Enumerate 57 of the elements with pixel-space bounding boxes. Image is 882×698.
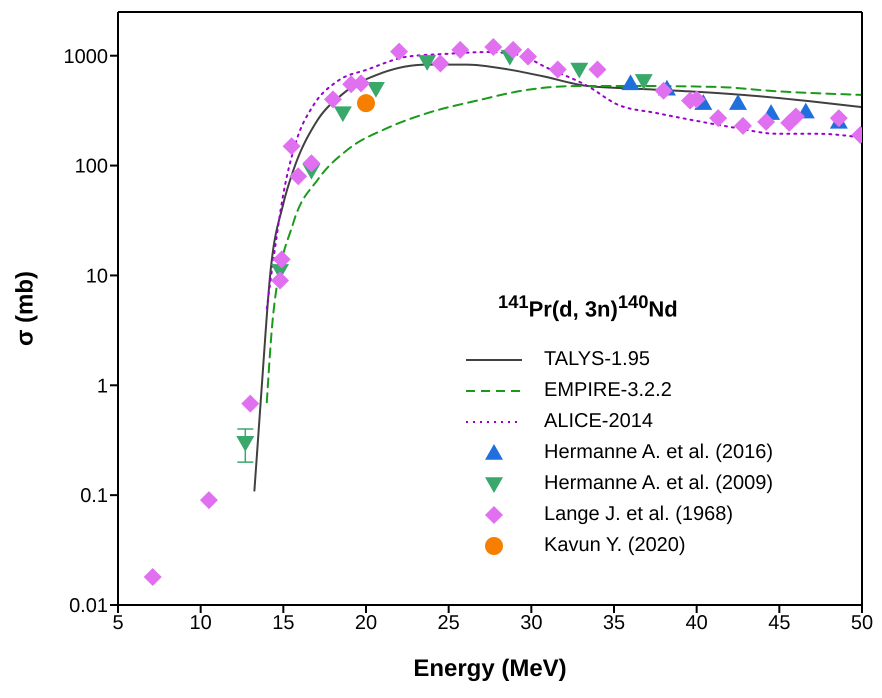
legend-label: Kavun Y. (2020) bbox=[544, 534, 686, 558]
point bbox=[272, 250, 291, 268]
point bbox=[366, 82, 385, 98]
point bbox=[734, 116, 752, 135]
point bbox=[729, 94, 747, 110]
x-tick-label: 45 bbox=[768, 612, 790, 634]
legend-label: Lange J. et al. (1968) bbox=[544, 503, 734, 526]
point bbox=[519, 48, 538, 66]
x-tick-label: 10 bbox=[190, 612, 212, 634]
point bbox=[390, 42, 408, 61]
y-axis-title: σ (mb) bbox=[12, 270, 39, 346]
point bbox=[484, 38, 502, 56]
point bbox=[709, 109, 728, 128]
legend-label: EMPIRE-3.2.2 bbox=[544, 379, 672, 402]
x-tick-label: 25 bbox=[438, 612, 460, 634]
point bbox=[622, 74, 640, 90]
point bbox=[271, 271, 290, 290]
point bbox=[634, 74, 653, 90]
x-tick-label: 30 bbox=[520, 612, 542, 634]
x-tick-label: 20 bbox=[354, 612, 378, 634]
point bbox=[357, 94, 375, 112]
point bbox=[236, 436, 254, 452]
x-tick-label: 15 bbox=[272, 612, 294, 634]
point bbox=[418, 55, 436, 71]
x-tick-label: 40 bbox=[686, 612, 708, 634]
point bbox=[289, 167, 308, 186]
legend-title: $^{141}$Pr(d, 3n)$^{140}$Nd bbox=[498, 291, 679, 322]
point bbox=[282, 137, 301, 156]
point bbox=[504, 40, 522, 59]
point bbox=[144, 568, 162, 586]
y-tick-label: 10 bbox=[86, 266, 108, 288]
legend-label: Hermanne A. et al. (2016) bbox=[544, 441, 774, 464]
y-tick-label: 1 bbox=[96, 375, 108, 398]
point bbox=[830, 109, 848, 128]
y-tick-label: 100 bbox=[74, 156, 108, 178]
legend-label: ALICE-2014 bbox=[544, 410, 653, 434]
y-tick-label: 0.1 bbox=[80, 485, 108, 508]
point bbox=[241, 394, 260, 413]
x-tick-label: 35 bbox=[602, 612, 626, 634]
x-tick-label: 50 bbox=[850, 612, 874, 634]
point bbox=[570, 62, 588, 78]
legend-label: TALYS-1.95 bbox=[544, 348, 650, 372]
point bbox=[548, 60, 567, 78]
point bbox=[200, 491, 218, 510]
point bbox=[757, 112, 776, 131]
point bbox=[431, 54, 450, 72]
point bbox=[302, 154, 320, 172]
point bbox=[588, 60, 606, 78]
y-tick-label: 1000 bbox=[64, 46, 108, 68]
x-tick-label: 5 bbox=[112, 612, 124, 634]
legend-label: Hermanne A. et al. (2009) bbox=[544, 472, 774, 496]
point bbox=[324, 90, 342, 108]
point bbox=[654, 82, 673, 100]
point bbox=[451, 40, 470, 59]
point bbox=[334, 106, 352, 122]
x-axis-title: Energy (MeV) bbox=[413, 655, 567, 682]
y-tick-label: 0.01 bbox=[69, 595, 108, 618]
